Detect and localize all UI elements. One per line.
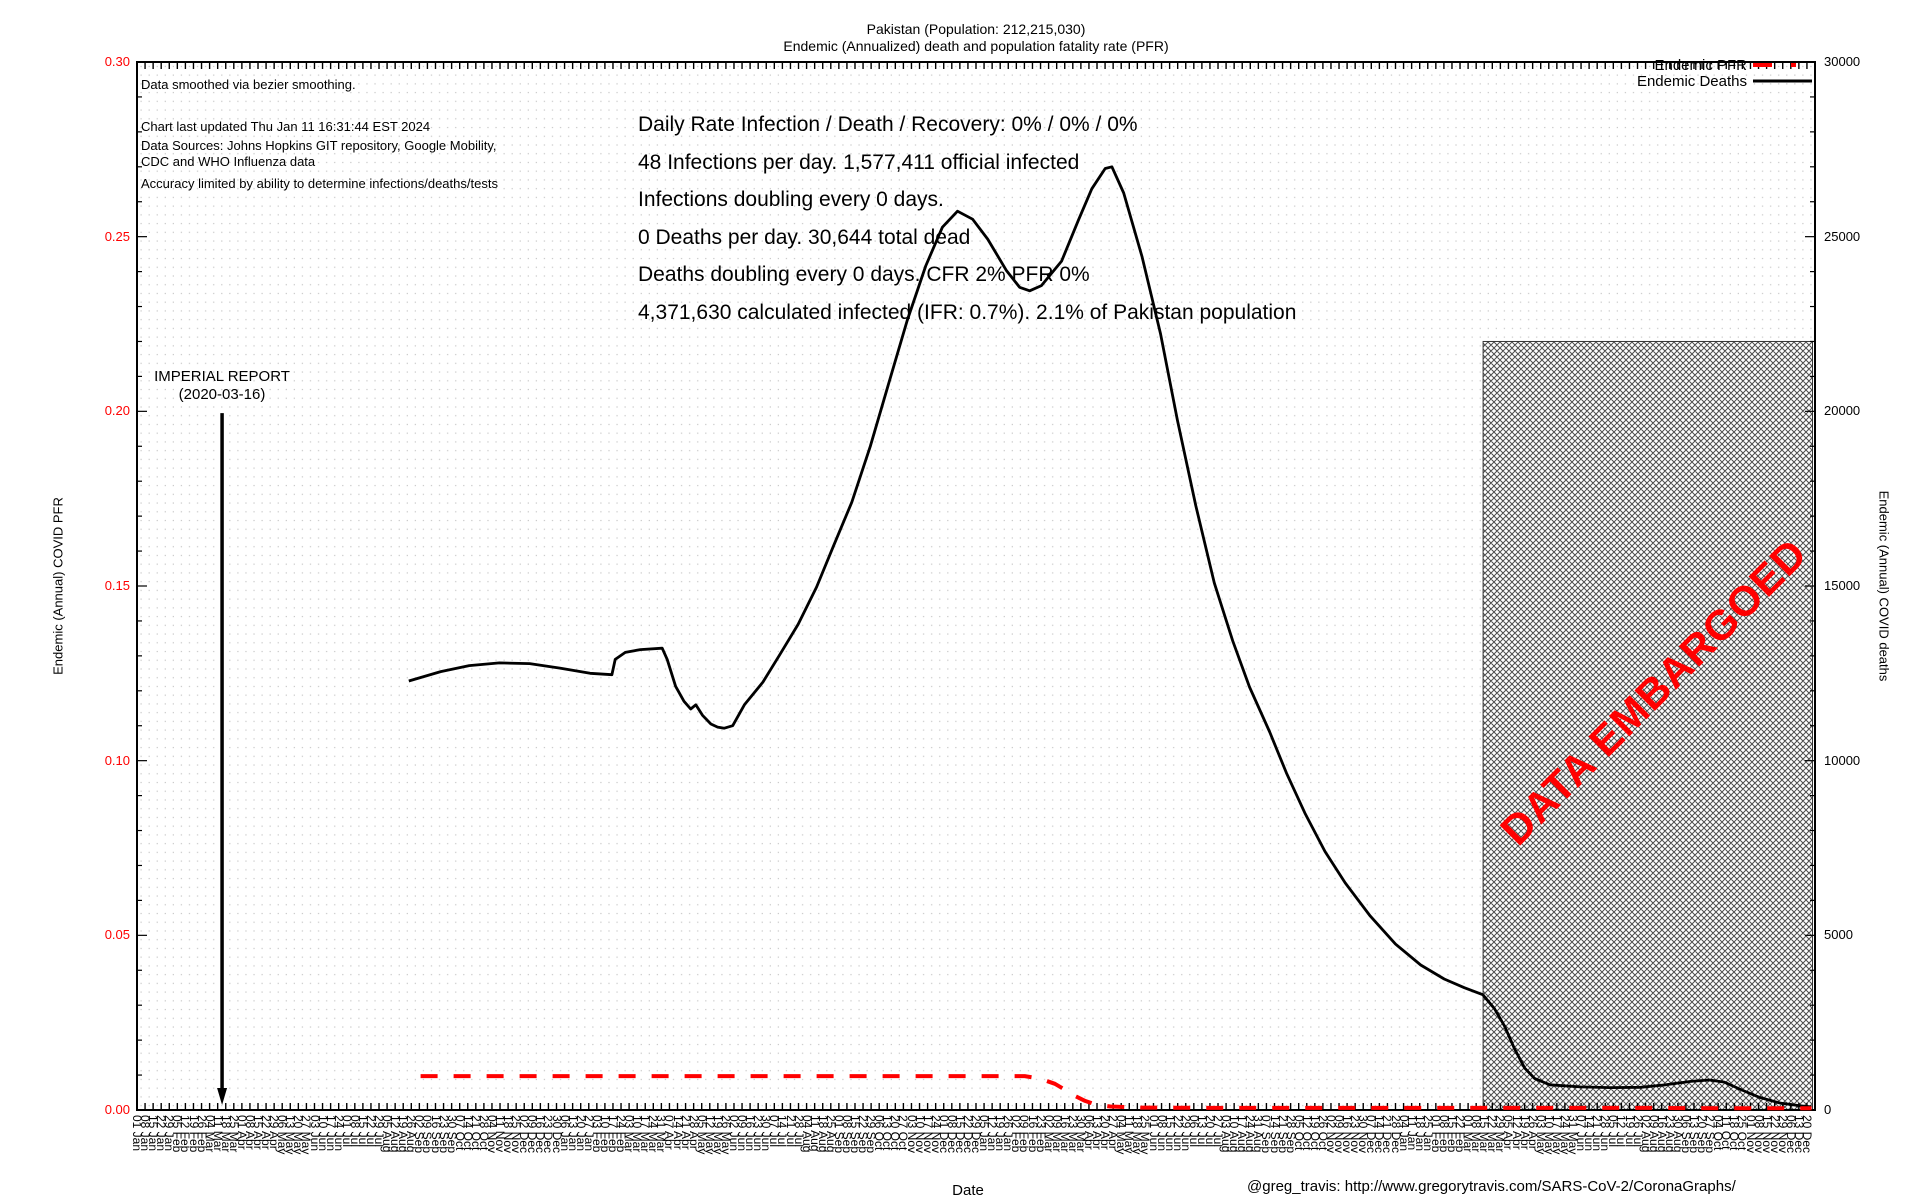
y-right-tick-label: 25000 xyxy=(1824,228,1861,244)
footer-credit: @greg_travis: http://www.gregorytravis.c… xyxy=(1247,1178,1736,1195)
y-right-tick-label: 15000 xyxy=(1824,578,1861,593)
stat-infections-doubling: Infections doubling every 0 days. xyxy=(638,188,944,211)
stat-deaths-doubling: Deaths doubling every 0 days. CFR 2% PFR… xyxy=(638,263,1090,286)
x-date-tick-label: 20 Dec xyxy=(1799,1115,1814,1154)
stat-daily-rate: Daily Rate Infection / Death / Recovery:… xyxy=(638,113,1138,136)
pfr-curve xyxy=(420,1074,1812,1111)
y-right-tick-label: 0 xyxy=(1824,1102,1832,1117)
embargo-hatch-region xyxy=(1482,340,1813,1111)
note-accuracy: Accuracy limited by ability to determine… xyxy=(141,176,498,191)
y-left-tick-label: 0.05 xyxy=(104,927,130,943)
y-left-tick-label: 0.20 xyxy=(104,403,130,419)
data-series xyxy=(408,165,1812,1111)
imperial-arrow-head xyxy=(217,1088,228,1105)
y-right-tick-label: 20000 xyxy=(1824,403,1861,419)
x-axis-title: Date xyxy=(952,1182,984,1199)
stat-infections-per-day: 48 Infections per day. 1,577,411 officia… xyxy=(638,151,1080,174)
plot-border xyxy=(136,61,1816,1111)
plot-frame xyxy=(136,61,1816,1111)
y-left-tick-label: 0.00 xyxy=(104,1102,130,1117)
imperial-report-date: (2020-03-16) xyxy=(178,386,266,403)
y-right-tick-label: 5000 xyxy=(1824,927,1853,943)
y-left-tick-label: 0.25 xyxy=(104,228,130,244)
chart-title-line2: Endemic (Annualized) death and populatio… xyxy=(783,38,1169,54)
y-right-tick-label: 30000 xyxy=(1824,54,1861,69)
note-sources-line1: Data Sources: Johns Hopkins GIT reposito… xyxy=(141,138,497,153)
note-updated: Chart last updated Thu Jan 11 16:31:44 E… xyxy=(141,119,431,134)
deaths-curve xyxy=(408,165,1812,1109)
note-smoothing: Data smoothed via bezier smoothing. xyxy=(141,77,356,92)
legend-line-samples xyxy=(1753,63,1812,83)
imperial-report-arrow xyxy=(217,413,228,1105)
legend-label-pfr: Endemic PFR xyxy=(1654,57,1747,74)
stat-calculated-infected: 4,371,630 calculated infected (IFR: 0.7%… xyxy=(638,301,1297,324)
y-left-tick-label: 0.10 xyxy=(104,752,130,768)
y-left-tick-label: 0.30 xyxy=(104,54,130,69)
y-left-tick-label: 0.15 xyxy=(104,578,130,593)
chart-title-line1: Pakistan (Population: 212,215,030) xyxy=(866,21,1086,37)
legend-label-deaths: Endemic Deaths xyxy=(1636,73,1747,90)
imperial-report-label: IMPERIAL REPORT xyxy=(154,368,290,385)
stat-deaths-per-day: 0 Deaths per day. 30,644 total dead xyxy=(638,226,971,249)
note-sources-line2: CDC and WHO Influenza data xyxy=(141,154,316,169)
embargo-rect xyxy=(1482,340,1813,1111)
y-right-tick-label: 10000 xyxy=(1824,752,1861,768)
